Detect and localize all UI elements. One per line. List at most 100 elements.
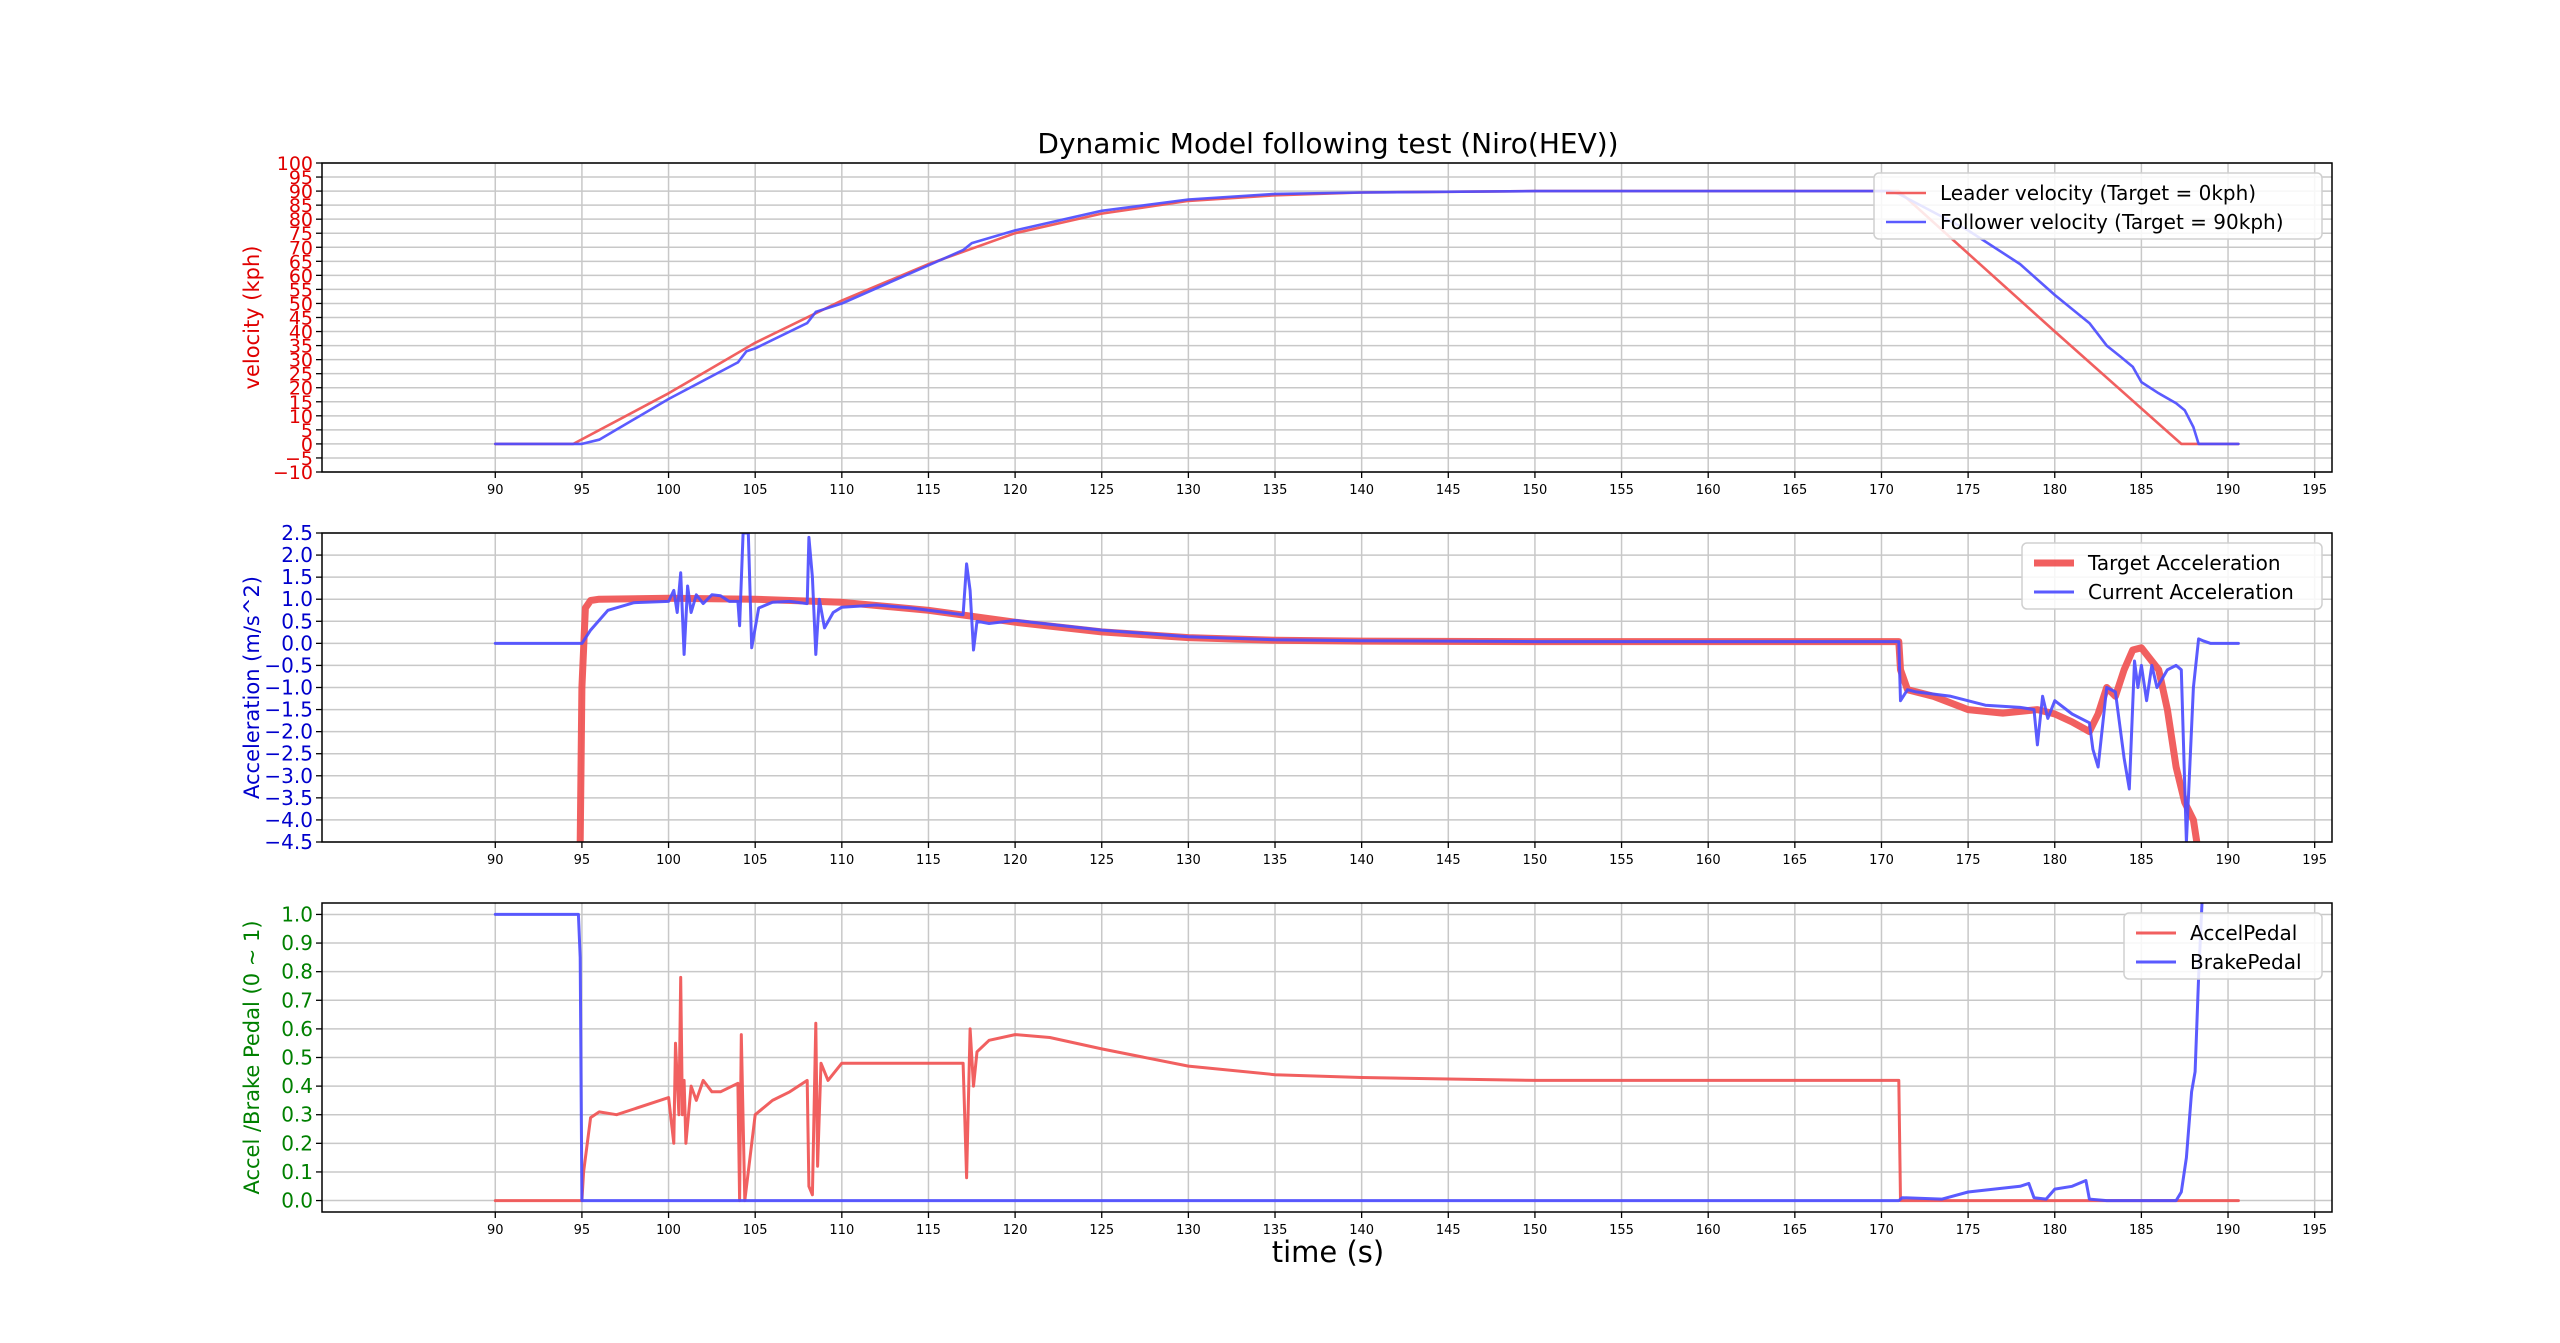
x-tick-label: 100 [656,853,681,868]
x-tick-label: 120 [1003,483,1028,498]
x-tick-label: 150 [1523,853,1548,868]
subplot-2: 90 95 100 105 110 115 120 125 130 135 140 145 150 155… [240,521,2333,868]
x-tick-label: 145 [1436,483,1461,498]
y-tick-label: 1.5 [281,565,313,589]
x-tick-label: 155 [1609,1223,1634,1238]
x-tick-label: 125 [1089,853,1114,868]
y-tick-label: 0.6 [281,1017,313,1041]
x-tick-label: 165 [1782,853,1807,868]
y-tick-label: −1.5 [264,698,313,722]
x-tick-label: 190 [2216,483,2241,498]
x-tick-label: 130 [1176,483,1201,498]
x-tick-label: 90 [487,483,504,498]
y-tick-label: 0.5 [281,609,313,633]
y-tick-label: 0.3 [281,1103,313,1127]
y-tick-label: 75 [289,223,313,245]
x-tick-label: 125 [1089,483,1114,498]
x-tick-label: 170 [1869,483,1894,498]
y-tick-label: 0.1 [281,1160,313,1184]
x-tick-label: 185 [2129,1223,2154,1238]
series-line-target-acceleration [576,594,2201,842]
x-tick-label: 170 [1869,1223,1894,1238]
x-tick-label: 115 [916,1223,941,1238]
y-tick-label: 0.2 [281,1131,313,1155]
y-tick-label: 50 [289,293,313,315]
x-tick-label: 130 [1176,1223,1201,1238]
x-tick-label: 195 [2302,1223,2327,1238]
axes-frame [321,532,2333,843]
x-tick-label: 100 [656,483,681,498]
y-tick-label: 35 [289,336,313,358]
y-tick-label: −0.5 [264,653,313,677]
x-axis-label: time (s) [1272,1235,1384,1269]
x-tick-label: 190 [2216,1223,2241,1238]
y-axis-label: velocity (kph) [240,246,264,390]
x-tick-label: 140 [1349,853,1374,868]
y-tick-label: 70 [289,237,313,259]
x-tick-label: 185 [2129,483,2154,498]
x-tick-label: 125 [1089,1223,1114,1238]
series-line-accelpedal [493,975,2240,1203]
y-tick-label: 85 [289,195,313,217]
y-tick-label: 2.5 [281,521,313,545]
y-tick-label: 25 [289,364,313,386]
series-line-brakepedal [493,903,2204,1203]
x-tick-label: 155 [1609,483,1634,498]
axes-frame [321,162,2333,473]
legend-box [1873,172,2323,240]
y-tick-label: 45 [289,308,313,330]
y-tick-label: 55 [289,279,313,301]
x-tick-label: 110 [829,483,854,498]
y-tick-label: −4.5 [264,830,313,854]
y-tick-label: 1.0 [281,587,313,611]
y-tick-label: 0.4 [281,1074,313,1098]
y-tick-label: −2.5 [264,742,313,766]
x-tick-label: 110 [829,1223,854,1238]
x-tick-label: 180 [2042,1223,2067,1238]
y-tick-label: 30 [289,350,313,372]
subplot-1: 90 95 100 105 110 115 120 125 130 135 140 145 150 155… [240,153,2333,498]
x-tick-label: 100 [656,1223,681,1238]
x-tick-label: 130 [1176,853,1201,868]
x-tick-label: 105 [743,1223,768,1238]
x-tick-label: 180 [2042,483,2067,498]
y-tick-label: 0 [301,434,313,456]
y-tick-label: 5 [301,420,313,442]
x-tick-label: 160 [1696,1223,1721,1238]
y-tick-label: 0.0 [281,1189,313,1213]
x-tick-label: 115 [916,483,941,498]
y-tick-label: −4.0 [264,808,313,832]
y-tick-label: 20 [289,378,313,400]
x-tick-label: 145 [1436,853,1461,868]
series-group [493,533,2240,842]
x-tick-label: 90 [487,1223,504,1238]
y-tick-label: −5 [285,448,313,470]
x-tick-label: 195 [2302,483,2327,498]
x-tick-label: 150 [1523,483,1548,498]
x-tick-label: 165 [1782,483,1807,498]
legend-box [2021,542,2323,610]
y-tick-label: −3.0 [264,764,313,788]
x-tick-label: 165 [1782,1223,1807,1238]
x-tick-label: 160 [1696,853,1721,868]
legend-label: Target Acceleration [2087,551,2281,575]
series-group [494,189,2240,446]
x-tick-label: 160 [1696,483,1721,498]
x-tick-label: 105 [743,853,768,868]
legend: Target Acceleration Current Acceleration [2021,542,2323,610]
x-tick-label: 105 [743,483,768,498]
y-tick-label: 0.5 [281,1046,313,1070]
x-tick-label: 140 [1349,483,1374,498]
y-tick-label: 100 [277,153,313,175]
x-tick-label: 170 [1869,853,1894,868]
y-tick-label: 0.0 [281,631,313,655]
x-tick-label: 175 [1956,853,1981,868]
x-tick-label: 175 [1956,483,1981,498]
x-tick-label: 180 [2042,853,2067,868]
y-tick-label: −1.0 [264,676,313,700]
x-tick-label: 155 [1609,853,1634,868]
y-tick-label: 1.0 [281,902,313,926]
x-tick-label: 185 [2129,853,2154,868]
legend: Leader velocity (Target = 0kph) Follower … [1873,172,2323,240]
